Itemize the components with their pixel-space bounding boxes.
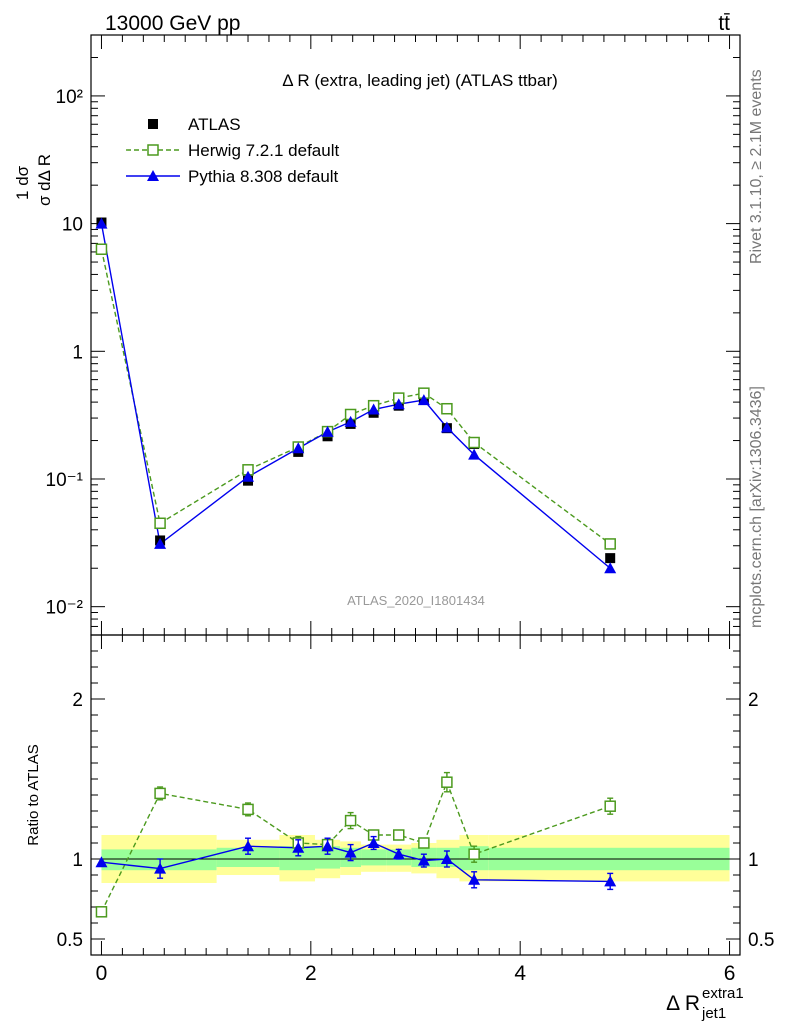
data-point — [154, 537, 167, 549]
legend-marker — [148, 119, 158, 129]
data-point — [392, 398, 405, 410]
ratio-data-point — [468, 848, 480, 860]
ratio-data-point — [242, 840, 255, 852]
y-tick-label: 10⁻² — [46, 598, 84, 619]
rivet-label: Rivet 3.1.10, ≥ 2.1M events — [748, 69, 765, 264]
ratio-panel: 0.5 0.5 1 1 2 2 Ratio to ATLAS — [25, 634, 774, 956]
main-y-axis-label-text: 1 dσ σ dΔ R — [10, 154, 54, 206]
chart-title: Δ R (extra, leading jet) (ATLAS ttbar) — [282, 71, 558, 90]
x-axis-label: Δ R extra1 jet1 — [666, 985, 744, 1022]
ratio-x-ticks — [100, 635, 731, 955]
ratio-y-tick-label: 2 — [72, 690, 83, 711]
data-point — [441, 402, 453, 415]
legend-label: Herwig 7.2.1 default — [188, 141, 339, 160]
mcplots-label: mcplots.cern.ch [arXiv:1306.3436] — [748, 386, 765, 628]
ratio-data-point — [417, 854, 430, 866]
x-tick-label: 2 — [305, 962, 317, 985]
data-point — [468, 436, 480, 449]
analysis-watermark: ATLAS_2020_I1801434 — [347, 593, 485, 608]
process-label: tt̄ — [718, 12, 730, 35]
ratio-data-point — [440, 853, 453, 864]
ratio-y-tick-label: 0.5 — [57, 930, 83, 951]
data-point — [440, 421, 453, 433]
y-tick-label: 10² — [56, 87, 83, 108]
data-point — [95, 243, 108, 255]
y-tick-label: 1 — [72, 342, 83, 363]
ratio-data-point — [393, 829, 405, 841]
main-y-ticks: 10⁻² 10⁻¹ 1 10 10² — [46, 34, 740, 636]
legend-label: Pythia 8.308 default — [188, 167, 339, 186]
ratio-data-point — [468, 873, 481, 885]
ratio-data-point — [392, 848, 405, 860]
y-tick-label: 10⁻¹ — [46, 470, 84, 491]
data-point — [154, 517, 166, 530]
main-y-axis-label: 1 dσ σ dΔ R — [10, 154, 54, 206]
ratio-y-tick-label-right: 1 — [748, 850, 759, 871]
x-tick-labels: 0 2 4 6 — [96, 962, 736, 985]
x-axis-label-sub: jet1 — [701, 1005, 726, 1022]
legend-marker — [147, 170, 159, 181]
x-axis-label-text: Δ R — [666, 992, 700, 1015]
ratio-data-point — [154, 862, 167, 874]
data-point — [605, 553, 616, 564]
data-point — [468, 448, 481, 460]
data-point — [242, 470, 255, 482]
data-point — [344, 415, 357, 427]
ratio-data-point — [344, 846, 357, 858]
data-point — [95, 217, 108, 229]
legend: ATLAS Herwig 7.2.1 default Pythia 8.308 de… — [126, 115, 339, 186]
energy-label: 13000 GeV pp — [105, 12, 240, 35]
ratio-y-tick-label-right: 2 — [748, 690, 759, 711]
ratio-data-point — [418, 837, 430, 849]
data-point — [321, 425, 334, 437]
data-point — [417, 394, 430, 406]
ratio-data-point — [292, 841, 305, 853]
legend-marker — [147, 144, 159, 156]
data-point — [292, 442, 305, 454]
main-x-ticks — [100, 35, 731, 635]
data-point — [604, 562, 617, 574]
ratio-data-point — [604, 875, 617, 887]
x-axis-label-sup: extra1 — [702, 985, 744, 1002]
ratio-data-point — [95, 856, 108, 868]
ratio-y-tick-label-right: 0.5 — [748, 930, 774, 951]
series-line — [100, 249, 611, 545]
main-series-layer — [95, 217, 617, 574]
ratio-data-point — [441, 776, 453, 788]
ratio-y-tick-label: 1 — [72, 850, 83, 871]
x-tick-label: 4 — [514, 962, 526, 985]
ratio-data-point — [604, 800, 616, 812]
data-point — [367, 403, 380, 415]
ratio-data-point — [367, 837, 380, 848]
ratio-data-point — [344, 814, 357, 827]
x-tick-label: 0 — [96, 962, 108, 985]
ratio-band-inner — [361, 849, 387, 866]
legend-label: ATLAS — [188, 115, 241, 134]
ratio-y-axis-label: Ratio to ATLAS — [25, 744, 42, 845]
series-line — [100, 223, 611, 569]
ratio-frame — [90, 634, 741, 956]
ratio-data-point — [154, 787, 166, 800]
main-panel: 10⁻² 10⁻¹ 1 10 10² Δ R (extra, leading jet) … — [46, 34, 741, 636]
ratio-data-point — [95, 906, 108, 918]
ratio-data-point — [242, 803, 254, 816]
ratio-band-inner — [216, 847, 280, 867]
x-tick-label: 6 — [724, 962, 736, 985]
data-point — [604, 538, 616, 550]
y-tick-label: 10 — [62, 215, 83, 236]
ratio-series-layer — [95, 771, 617, 918]
ratio-band-inner — [315, 846, 341, 869]
ratio-data-point — [321, 840, 334, 852]
ratio-y-ticks: 0.5 0.5 1 1 2 2 — [57, 634, 774, 951]
